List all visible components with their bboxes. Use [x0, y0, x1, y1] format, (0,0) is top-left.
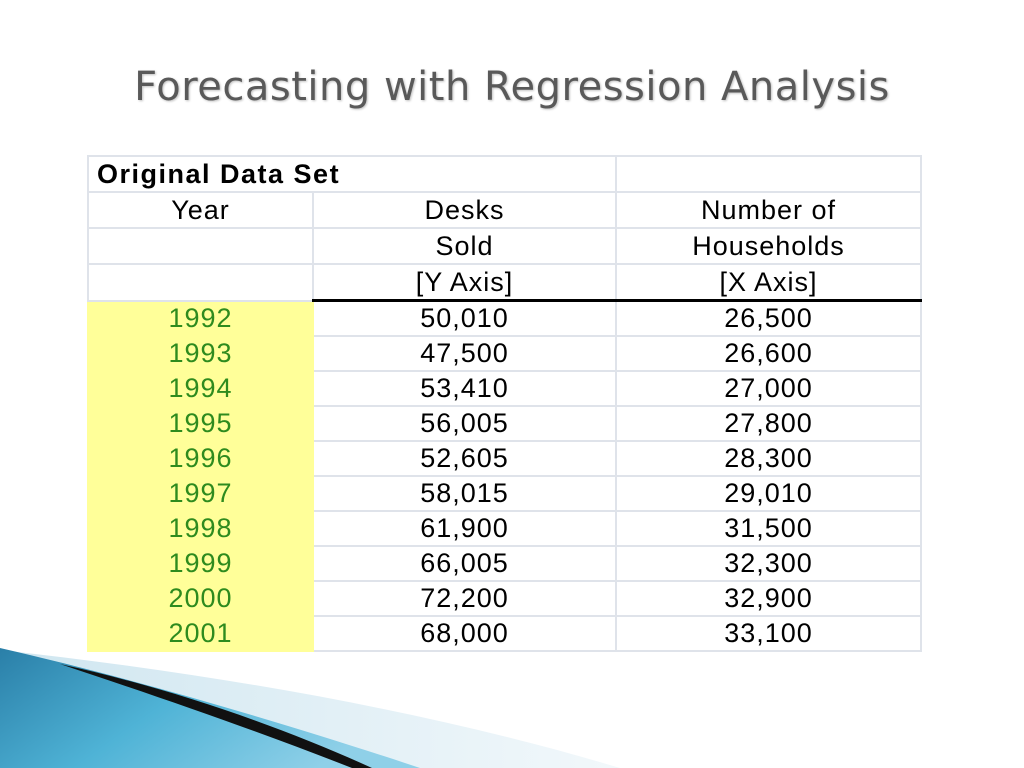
table-row: 2001 68,000 33,100: [87, 615, 922, 652]
desks-cell: 47,500: [312, 335, 617, 372]
households-cell: 32,900: [615, 580, 922, 617]
header-row: Sold Households: [87, 227, 922, 265]
households-header-line2: Households: [615, 227, 922, 265]
x-axis-label: [X Axis]: [615, 263, 922, 302]
header-row: Year Desks Number of: [87, 191, 922, 229]
households-cell: 28,300: [615, 440, 922, 477]
year-cell: 1992: [87, 299, 314, 337]
year-cell: 2001: [87, 615, 314, 652]
households-cell: 27,800: [615, 405, 922, 442]
desks-cell: 56,005: [312, 405, 617, 442]
year-cell: 1993: [87, 335, 314, 372]
table-row: 1995 56,005 27,800: [87, 405, 922, 442]
year-cell: 1997: [87, 475, 314, 512]
y-axis-label: [Y Axis]: [312, 263, 617, 302]
desks-cell: 53,410: [312, 370, 617, 407]
table-row: 2000 72,200 32,900: [87, 580, 922, 617]
year-cell: 1995: [87, 405, 314, 442]
desks-cell: 50,010: [312, 299, 617, 337]
data-set-title: Original Data Set: [87, 155, 617, 193]
header-row: [Y Axis] [X Axis]: [87, 263, 922, 302]
swoosh-blue: [0, 648, 420, 768]
households-cell: 33,100: [615, 615, 922, 652]
households-cell: 26,500: [615, 299, 922, 337]
desks-cell: 66,005: [312, 545, 617, 582]
year-cell: 1996: [87, 440, 314, 477]
desks-cell: 72,200: [312, 580, 617, 617]
table-row: 1993 47,500 26,600: [87, 335, 922, 372]
households-header: Number of: [615, 191, 922, 229]
table-row: 1994 53,410 27,000: [87, 370, 922, 407]
desks-header: Desks: [312, 191, 617, 229]
empty-cell: [87, 263, 314, 302]
swoosh-black: [60, 664, 372, 768]
year-cell: 1998: [87, 510, 314, 547]
desks-cell: 61,900: [312, 510, 617, 547]
desks-header-line2: Sold: [312, 227, 617, 265]
year-cell: 2000: [87, 580, 314, 617]
desks-cell: 68,000: [312, 615, 617, 652]
table-row: 1997 58,015 29,010: [87, 475, 922, 512]
table-row: 1998 61,900 31,500: [87, 510, 922, 547]
slide-title: Forecasting with Regression Analysis: [134, 64, 890, 110]
desks-cell: 52,605: [312, 440, 617, 477]
table-title-row: Original Data Set: [87, 155, 922, 193]
year-header: Year: [87, 191, 314, 229]
households-cell: 32,300: [615, 545, 922, 582]
households-cell: 27,000: [615, 370, 922, 407]
year-cell: 1999: [87, 545, 314, 582]
empty-cell: [87, 227, 314, 265]
desks-cell: 58,015: [312, 475, 617, 512]
households-cell: 31,500: [615, 510, 922, 547]
table-row: 1996 52,605 28,300: [87, 440, 922, 477]
year-cell: 1994: [87, 370, 314, 407]
table-row: 1999 66,005 32,300: [87, 545, 922, 582]
swoosh-pale: [0, 650, 620, 768]
empty-cell: [615, 155, 922, 193]
households-cell: 29,010: [615, 475, 922, 512]
data-table: Original Data Set Year Desks Number of S…: [87, 155, 922, 652]
households-cell: 26,600: [615, 335, 922, 372]
table-row: 1992 50,010 26,500: [87, 299, 922, 337]
